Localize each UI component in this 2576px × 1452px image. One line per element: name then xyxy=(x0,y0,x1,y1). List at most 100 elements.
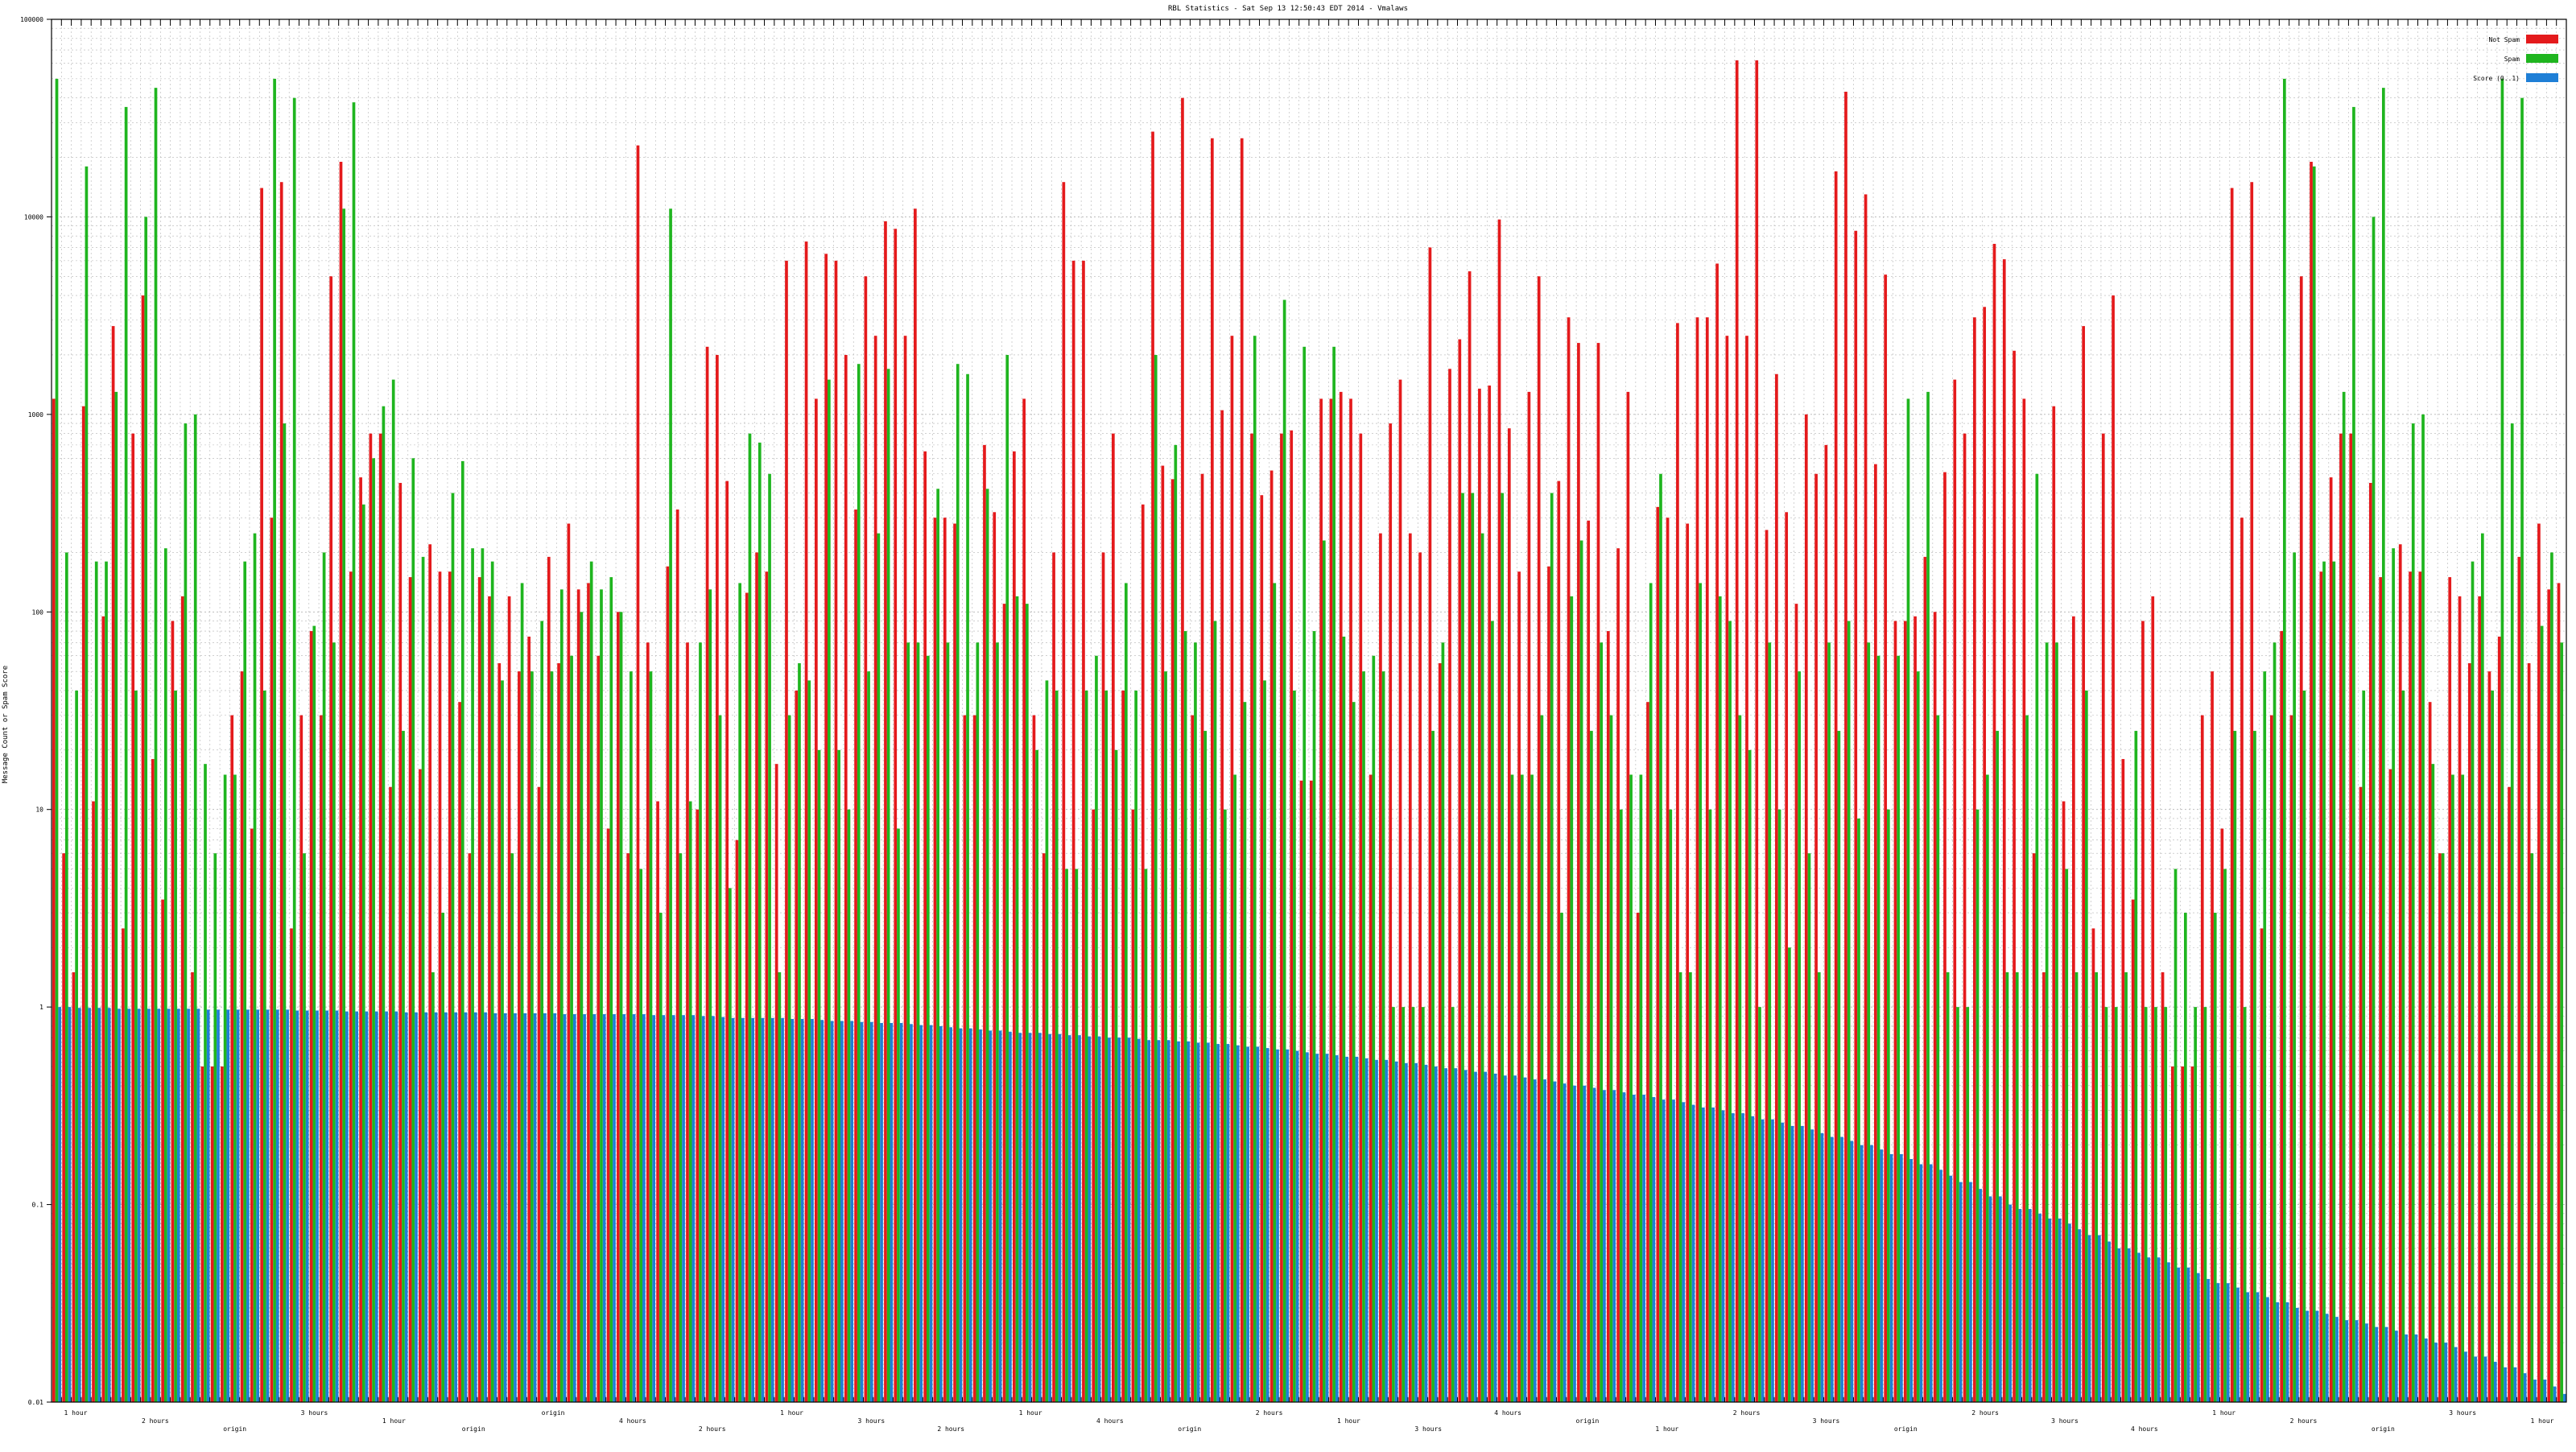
bar-not-spam xyxy=(2091,928,2095,1402)
bar-not-spam xyxy=(1547,566,1550,1402)
bar-score xyxy=(1127,1037,1131,1402)
bar-spam xyxy=(559,589,564,1402)
bar-not-spam xyxy=(1161,465,1165,1402)
bar-spam xyxy=(748,433,752,1402)
bar-spam xyxy=(2342,391,2346,1402)
bar-score xyxy=(572,1014,576,1402)
bar-score xyxy=(1939,1169,1942,1402)
y-tick-label: 10000 xyxy=(24,213,43,221)
bar-score xyxy=(2345,1320,2349,1402)
bar-score xyxy=(741,1017,745,1402)
bar-score xyxy=(514,1013,517,1402)
bar-spam xyxy=(897,828,900,1402)
bar-not-spam xyxy=(983,444,986,1402)
bar-score xyxy=(1375,1059,1378,1402)
bar-score xyxy=(989,1030,993,1402)
bar-not-spam xyxy=(250,828,254,1402)
bar-spam xyxy=(2114,1007,2118,1402)
bar-not-spam xyxy=(884,221,887,1402)
bar-spam xyxy=(2203,1007,2207,1402)
bar-score xyxy=(2474,1356,2478,1402)
legend-label: Score (0..1) xyxy=(2473,75,2520,82)
bar-score xyxy=(167,1009,171,1402)
bar-spam xyxy=(1421,1007,1425,1402)
bar-score xyxy=(1999,1196,2002,1402)
bar-score xyxy=(2533,1380,2537,1402)
bar-spam xyxy=(124,106,128,1403)
bar-spam xyxy=(1144,868,1148,1402)
bar-spam xyxy=(481,548,485,1403)
bar-spam xyxy=(1233,774,1236,1402)
bar-spam xyxy=(2124,971,2128,1402)
bar-spam xyxy=(1055,690,1059,1402)
bar-spam xyxy=(1986,774,1989,1402)
bar-spam xyxy=(1065,868,1068,1402)
bar-not-spam xyxy=(260,188,263,1402)
bar-score xyxy=(721,1017,725,1402)
bar-not-spam xyxy=(2537,523,2541,1403)
bar-score xyxy=(454,1012,458,1402)
bar-spam xyxy=(679,853,683,1402)
bar-not-spam xyxy=(636,145,640,1402)
bar-score xyxy=(88,1008,91,1402)
bar-score xyxy=(2048,1218,2052,1402)
bar-not-spam xyxy=(2289,715,2293,1402)
bar-spam xyxy=(1293,690,1296,1402)
bar-spam xyxy=(1560,913,1563,1402)
bar-spam xyxy=(2431,764,2435,1402)
bar-spam xyxy=(1223,809,1227,1402)
bar-not-spam xyxy=(507,596,511,1402)
bar-score xyxy=(1553,1081,1557,1402)
bar-score xyxy=(1196,1042,1200,1402)
bar-not-spam xyxy=(359,477,362,1403)
bar-not-spam xyxy=(1992,243,1996,1403)
bar-score xyxy=(701,1016,705,1402)
bar-spam xyxy=(1827,642,1831,1402)
x-tick-label: 3 hours xyxy=(2449,1409,2476,1417)
bar-spam xyxy=(1124,583,1128,1402)
bar-spam xyxy=(2530,853,2534,1402)
x-tick-label: 4 hours xyxy=(1494,1409,1521,1417)
legend-swatch xyxy=(2526,35,2558,43)
bar-not-spam xyxy=(329,276,333,1402)
bar-score xyxy=(800,1018,804,1402)
bar-score xyxy=(2038,1213,2041,1402)
bar-not-spam xyxy=(527,636,531,1402)
bar-spam xyxy=(837,749,841,1402)
bar-spam xyxy=(669,208,672,1402)
bar-score xyxy=(632,1014,636,1402)
bar-not-spam xyxy=(765,571,769,1402)
bar-spam xyxy=(105,561,108,1402)
bar-not-spam xyxy=(2280,631,2283,1402)
bar-score xyxy=(1157,1040,1161,1402)
bar-spam xyxy=(2065,868,2069,1402)
y-tick-label: 1 xyxy=(39,1004,43,1011)
bar-score xyxy=(553,1013,557,1402)
bar-score xyxy=(127,1009,131,1402)
bar-spam xyxy=(520,583,524,1402)
bar-score xyxy=(642,1014,646,1402)
bar-score xyxy=(1781,1122,1785,1402)
bar-spam xyxy=(1857,818,1860,1402)
bar-spam xyxy=(204,764,207,1402)
bar-score xyxy=(1612,1090,1616,1402)
bar-score xyxy=(2543,1380,2547,1402)
bar-not-spam xyxy=(646,642,650,1402)
bar-not-spam xyxy=(408,577,412,1402)
bar-spam xyxy=(391,379,395,1403)
bar-spam xyxy=(501,680,504,1402)
bar-spam xyxy=(85,166,89,1403)
bar-score xyxy=(2078,1229,2082,1402)
bar-not-spam xyxy=(309,631,313,1402)
bar-spam xyxy=(2480,533,2484,1402)
bar-not-spam xyxy=(933,518,937,1402)
bar-spam xyxy=(2233,731,2237,1402)
bar-not-spam xyxy=(1596,343,1600,1402)
bar-not-spam xyxy=(2211,671,2214,1402)
bar-not-spam xyxy=(815,398,818,1402)
bar-score xyxy=(2018,1209,2022,1402)
bar-not-spam xyxy=(1022,398,1026,1402)
bar-not-spam xyxy=(2478,596,2481,1402)
chart-title: RBL Statistics - Sat Sep 13 12:50:43 EDT… xyxy=(1168,5,1408,13)
bar-spam xyxy=(1570,596,1574,1402)
